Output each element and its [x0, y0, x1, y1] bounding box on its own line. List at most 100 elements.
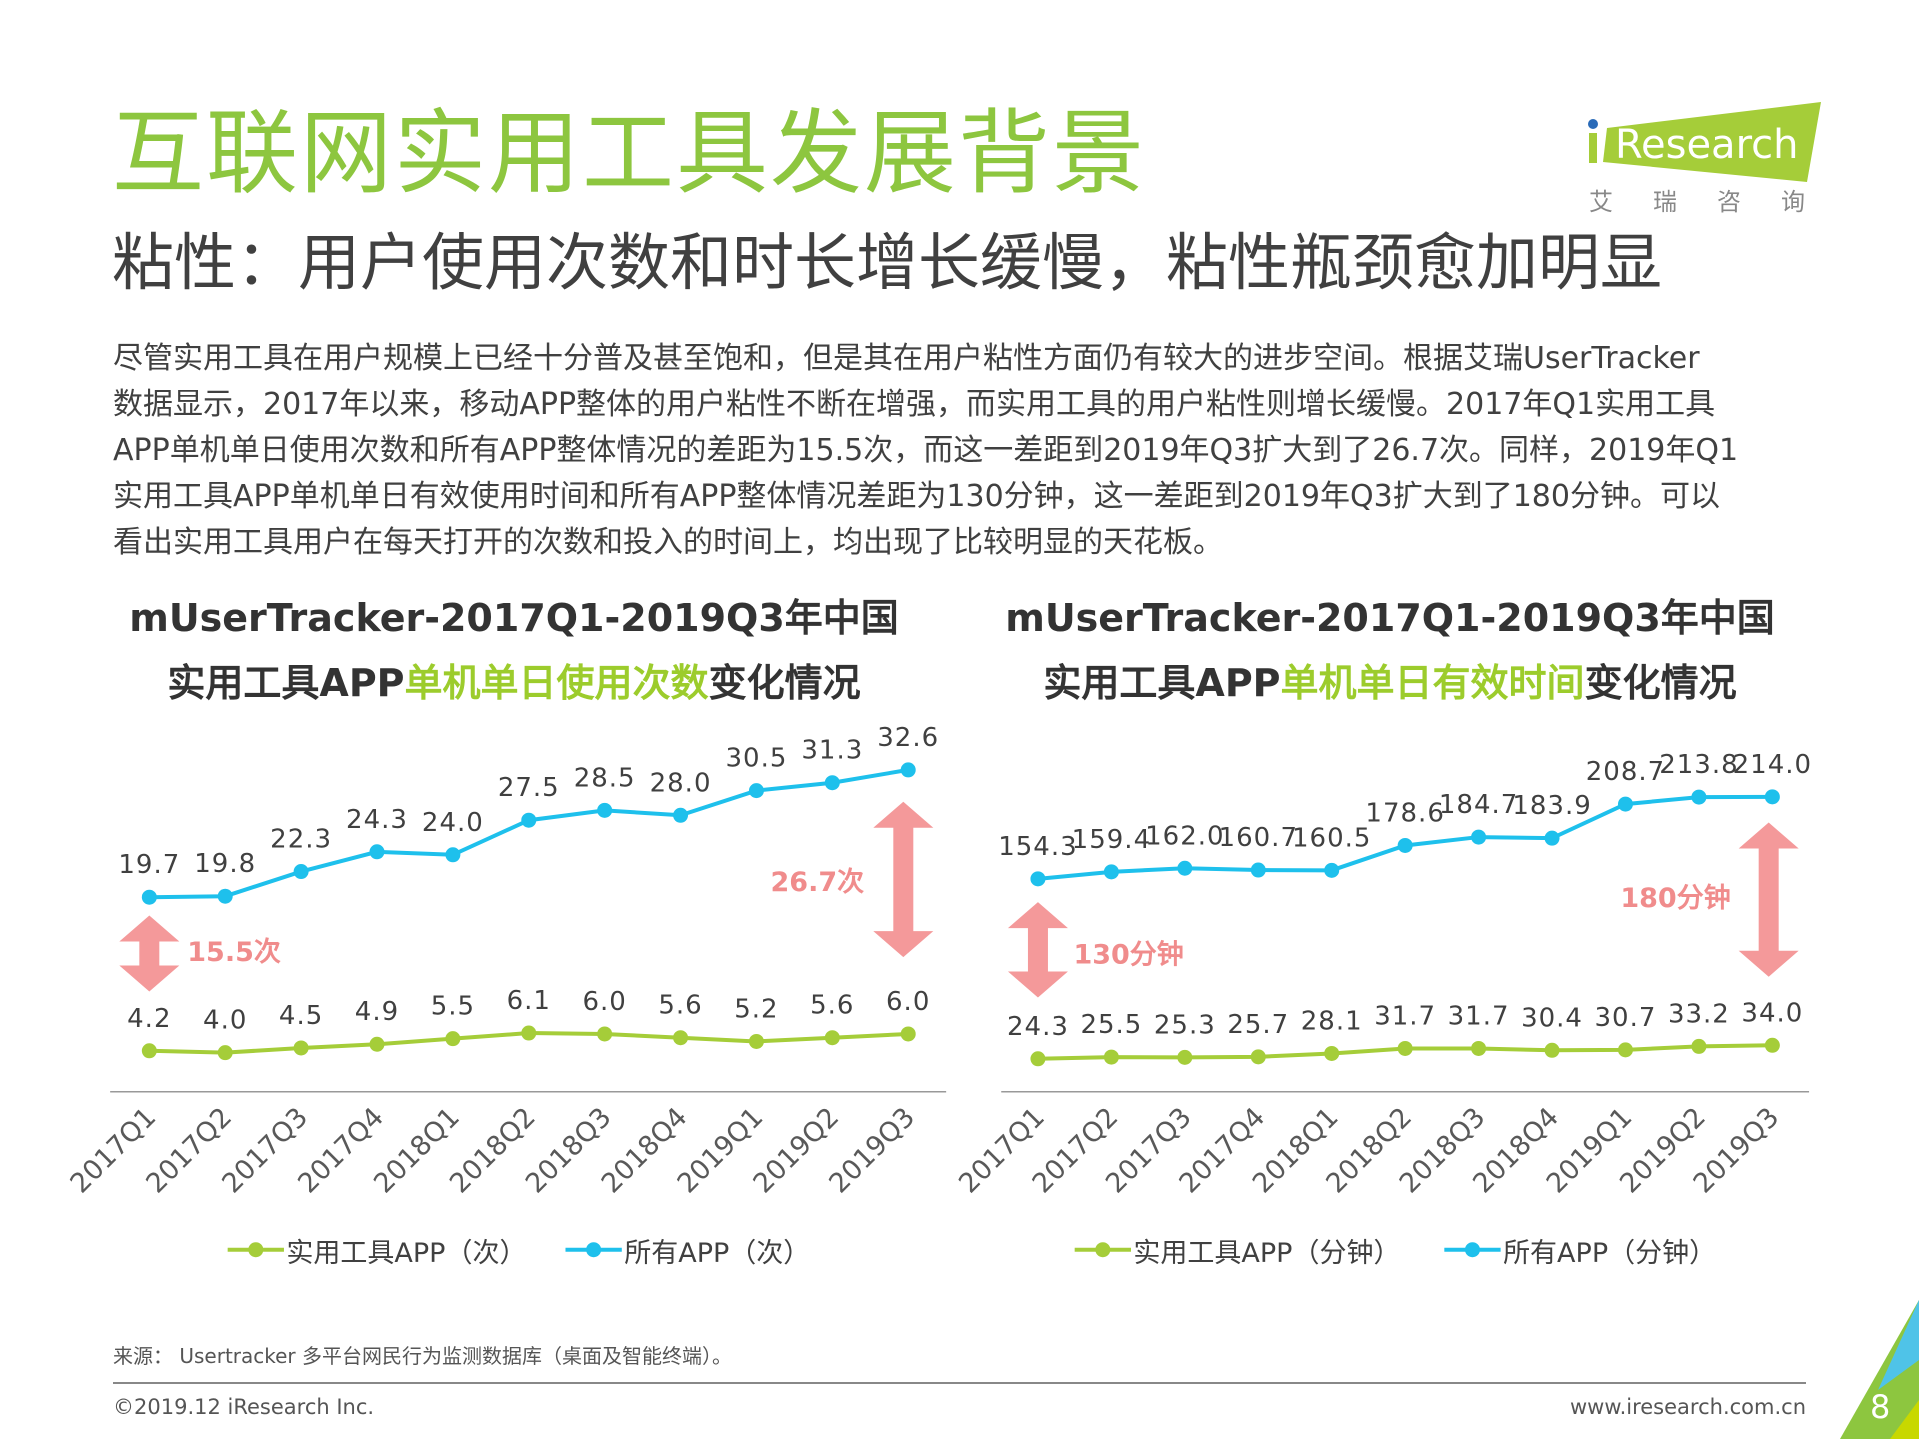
data-point: [1764, 789, 1780, 805]
data-label: 30.7: [1595, 1003, 1657, 1033]
paragraph-line: 看出实用工具用户在每天打开的次数和投入的时间上，均出现了比较明显的天花板。: [113, 525, 1223, 560]
paragraph-line: 数据显示，2017年以来，移动APP整体的用户粘性不断在增强，而实用工具的用户粘…: [113, 387, 1716, 422]
data-point: [141, 1043, 157, 1059]
paragraph-line: 尽管实用工具在用户规模上已经十分普及甚至饱和，但是其在用户粘性方面仍有较大的进步…: [113, 341, 1700, 376]
data-point: [1544, 1042, 1560, 1058]
data-label: 6.1: [507, 986, 551, 1016]
data-label: 5.6: [810, 991, 854, 1021]
data-label: 5.6: [658, 991, 702, 1021]
data-label: 184.7: [1439, 790, 1518, 820]
data-label: 4.2: [127, 1004, 171, 1034]
data-label: 159.4: [1072, 825, 1151, 855]
data-point: [1471, 1040, 1487, 1056]
data-point: [1691, 789, 1707, 805]
data-point: [824, 1030, 840, 1046]
data-label: 25.5: [1080, 1010, 1142, 1040]
data-label: 4.9: [355, 997, 399, 1027]
data-point: [673, 1030, 689, 1046]
data-label: 4.5: [279, 1001, 323, 1031]
data-label: 19.7: [118, 850, 180, 880]
data-label: 25.7: [1227, 1010, 1289, 1040]
data-label: 5.5: [431, 992, 475, 1022]
data-point: [521, 1025, 537, 1041]
data-label: 28.5: [574, 763, 636, 793]
data-point: [1250, 1049, 1266, 1065]
data-label: 28.0: [650, 768, 712, 798]
gap-annotation: 130分钟: [1073, 939, 1183, 970]
data-point: [293, 864, 309, 880]
gap-arrow-icon: [1738, 822, 1799, 977]
footer-divider: [113, 1382, 1806, 1384]
chart-title-left: mUserTracker-2017Q1-2019Q3年中国 实用工具APP单机单…: [64, 586, 964, 716]
svg-text:Research: Research: [1615, 122, 1798, 168]
data-label: 28.1: [1301, 1006, 1363, 1036]
data-point: [1397, 1040, 1413, 1056]
legend-label: 所有APP（分钟）: [1503, 1238, 1716, 1269]
data-point: [217, 1045, 233, 1061]
data-point: [597, 1026, 613, 1042]
chart-title-line2: 实用工具APP单机单日使用次数变化情况: [167, 661, 861, 705]
gap-annotation: 26.7次: [771, 867, 865, 898]
chart-title-line1: mUserTracker-2017Q1-2019Q3年中国: [129, 596, 899, 640]
data-label: 30.4: [1521, 1003, 1583, 1033]
page-title: 互联网实用工具发展背景: [112, 100, 1147, 207]
paragraph-line: 实用工具APP单机单日有效使用时间和所有APP整体情况差距为130分钟，这一差距…: [113, 479, 1720, 514]
body-paragraph: 尽管实用工具在用户规模上已经十分普及甚至饱和，但是其在用户粘性方面仍有较大的进步…: [113, 336, 1813, 566]
data-point: [217, 888, 233, 904]
data-label: 5.2: [734, 994, 778, 1024]
data-label: 27.5: [498, 773, 560, 803]
data-point: [1471, 829, 1487, 845]
data-point: [1397, 837, 1413, 853]
data-label: 214.0: [1733, 750, 1812, 780]
data-point: [1177, 1049, 1193, 1065]
data-point: [293, 1040, 309, 1056]
page-subtitle: 粘性：用户使用次数和时长增长缓慢，粘性瓶颈愈加明显: [112, 226, 1663, 299]
iresearch-logo: Research 艾瑞咨询: [1585, 100, 1825, 220]
data-label: 24.0: [422, 808, 484, 838]
gap-annotation: 15.5次: [187, 937, 281, 968]
data-point: [1030, 871, 1046, 887]
data-label: 31.7: [1448, 1001, 1510, 1031]
data-point: [1764, 1037, 1780, 1053]
copyright: ©2019.12 iResearch Inc.: [113, 1395, 375, 1419]
data-point: [445, 1031, 461, 1047]
legend-label: 实用工具APP（分钟）: [1133, 1238, 1400, 1269]
legend-label: 所有APP（次）: [624, 1238, 810, 1269]
data-label: 32.6: [877, 723, 939, 753]
data-point: [1250, 862, 1266, 878]
data-label: 34.0: [1741, 998, 1803, 1028]
data-label: 183.9: [1512, 791, 1591, 821]
data-point: [900, 762, 916, 778]
data-point: [141, 889, 157, 905]
chart-title-right: mUserTracker-2017Q1-2019Q3年中国 实用工具APP单机单…: [940, 586, 1840, 716]
legend-swatch-marker: [586, 1242, 602, 1258]
data-point: [900, 1026, 916, 1042]
data-label: 31.7: [1374, 1001, 1436, 1031]
legend-swatch-marker: [1464, 1242, 1480, 1258]
data-point: [1544, 830, 1560, 846]
data-label: 24.3: [346, 805, 408, 835]
gap-arrow-icon: [873, 801, 934, 958]
data-label: 6.0: [886, 987, 930, 1017]
legend-swatch-marker: [248, 1242, 264, 1258]
data-label: 6.0: [582, 987, 626, 1017]
source-note: 来源： Usertracker 多平台网民行为监测数据库（桌面及智能终端）。: [113, 1344, 733, 1368]
data-label: 31.3: [801, 736, 863, 766]
data-point: [521, 812, 537, 828]
data-label: 22.3: [270, 825, 332, 855]
data-point: [1324, 1045, 1340, 1061]
data-point: [1030, 1051, 1046, 1067]
gap-annotation: 180分钟: [1620, 883, 1730, 914]
data-label: 24.3: [1007, 1012, 1069, 1042]
svg-text:艾瑞咨询: 艾瑞咨询: [1589, 188, 1825, 216]
data-label: 162.0: [1145, 821, 1224, 851]
data-point: [1617, 796, 1633, 812]
data-point: [369, 844, 385, 860]
website-link[interactable]: www.iresearch.com.cn: [1569, 1395, 1806, 1419]
data-label: 160.7: [1219, 823, 1298, 853]
data-label: 33.2: [1668, 999, 1730, 1029]
data-label: 30.5: [725, 744, 787, 774]
data-point: [1103, 864, 1119, 880]
data-point: [1177, 860, 1193, 876]
